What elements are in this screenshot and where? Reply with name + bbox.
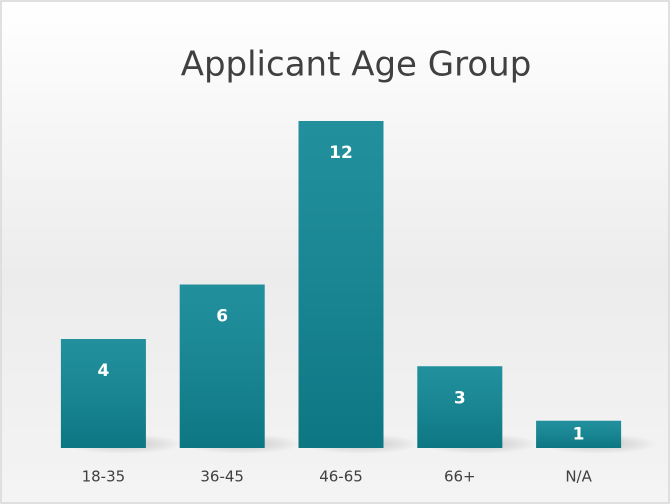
data-label: 1 [573, 424, 585, 444]
bar-shade [417, 366, 503, 448]
x-tick-label: 36-45 [200, 468, 244, 486]
bar-shade [179, 284, 265, 448]
x-tick-label: N/A [565, 468, 592, 486]
x-tick-label: 18-35 [82, 468, 126, 486]
x-tick-label: 66+ [444, 468, 476, 486]
data-label: 4 [97, 361, 109, 381]
data-label: 6 [216, 307, 228, 327]
chart-title: Applicant Age Group [181, 45, 532, 85]
data-label: 12 [329, 143, 353, 163]
x-tick-label: 46-65 [319, 468, 363, 486]
bar-shade [298, 121, 384, 448]
data-label: 3 [454, 388, 466, 408]
bar-shade [536, 420, 622, 448]
bar-shade [60, 339, 146, 448]
